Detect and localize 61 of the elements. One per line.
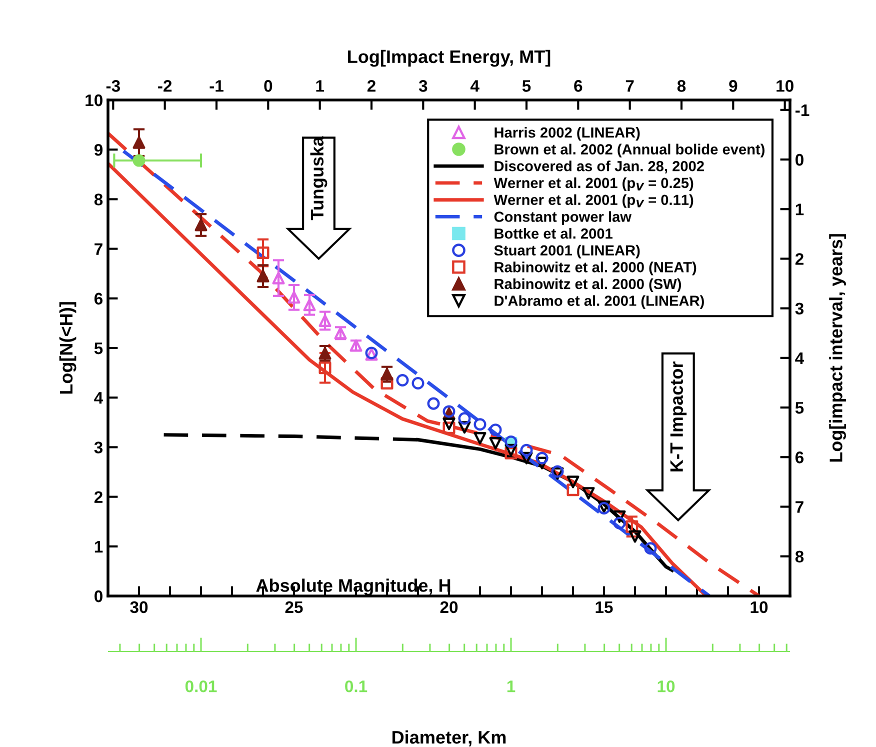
x-tick-label: 30 <box>130 601 148 614</box>
legend-label: Werner et al. 2001 (p$_{V}$ = 0.25) <box>494 177 694 191</box>
legend-label: Werner et al. 2001 (p$_{V}$ = 0.11) <box>494 194 694 208</box>
y-tick-label: 1 <box>94 540 103 552</box>
legend-label: Brown et al. 2002 (Annual bolide event) <box>494 144 764 158</box>
x-tick-label: 20 <box>440 601 458 614</box>
text: 1 <box>507 680 516 692</box>
text: 10 <box>658 680 675 692</box>
x2-tick-label: 9 <box>729 80 738 92</box>
y-axis-title: Log[N(<H)] <box>59 302 76 394</box>
x2-tick-label: 8 <box>677 80 686 92</box>
x2-tick-label: 1 <box>316 80 324 92</box>
x2-tick-label: 6 <box>574 80 582 92</box>
y-tick-label: 10 <box>86 94 102 106</box>
legend-label: D'Abramo et al. 2001 (LINEAR) <box>494 295 704 309</box>
y2-tick-label: 5 <box>795 402 804 414</box>
legend-label: Harris 2002 (LINEAR) <box>494 126 640 141</box>
y-tick-label: 7 <box>94 243 102 255</box>
y2-tick-label: 6 <box>795 452 804 464</box>
legend-label: Constant power law <box>494 211 632 225</box>
y-tick-label: 8 <box>94 194 103 206</box>
y-tick-label: 0 <box>94 590 102 602</box>
legend-label: Rabinowitz et al. 2000 (SW) <box>494 278 682 292</box>
y2-tick-label: 0 <box>796 154 804 166</box>
y-tick-label: 6 <box>94 292 103 305</box>
x2-tick-label: 0 <box>264 80 272 92</box>
legend-label: Discovered as of Jan. 28, 2002 <box>494 160 704 174</box>
x-tick-label: 10 <box>750 601 768 614</box>
annotation: Tunguska <box>310 136 328 220</box>
y2-tick-label: -1 <box>796 104 810 116</box>
x2-tick-label: -3 <box>106 80 120 92</box>
x2-tick-label: 4 <box>470 80 480 92</box>
text: 0.1 <box>345 680 368 692</box>
x2-axis-title: Log[Impact Energy, MT] <box>348 50 550 67</box>
annotation: K-T Impactor <box>670 362 687 472</box>
y-tick-label: 3 <box>94 442 103 454</box>
text: 0.01 <box>185 680 217 692</box>
y-tick-label: 5 <box>94 342 103 354</box>
y2-tick-label: 7 <box>796 501 804 513</box>
y2-axis-title: Log[impact interval, years] <box>829 234 846 462</box>
legend-label: Rabinowitz et al. 2000 (NEAT) <box>494 262 696 276</box>
y2-tick-label: 1 <box>796 204 804 216</box>
x-tick-label: 15 <box>596 601 613 614</box>
x2-tick-label: 2 <box>367 80 376 92</box>
y-tick-label: 2 <box>94 491 102 503</box>
x2-tick-label: 3 <box>418 80 428 92</box>
x2-tick-label: -1 <box>210 80 224 92</box>
legend-label: Bottke et al. 2001 <box>494 228 612 239</box>
x2-tick-label: -2 <box>158 80 172 92</box>
x-tick-label: 25 <box>285 601 303 614</box>
y2-tick-label: 4 <box>795 352 804 364</box>
x2-tick-label: 5 <box>522 80 531 92</box>
y-tick-label: 4 <box>94 392 104 404</box>
x2-tick-label: 7 <box>626 80 634 92</box>
x2-tick-label: 10 <box>776 80 794 92</box>
y-tick-label: 9 <box>94 144 103 156</box>
y2-tick-label: 3 <box>795 302 804 315</box>
text: Diameter, Km <box>392 730 506 746</box>
y2-tick-label: 2 <box>795 253 804 265</box>
y2-tick-label: 8 <box>795 550 804 563</box>
legend-label: Stuart 2001 (LINEAR) <box>494 244 640 258</box>
